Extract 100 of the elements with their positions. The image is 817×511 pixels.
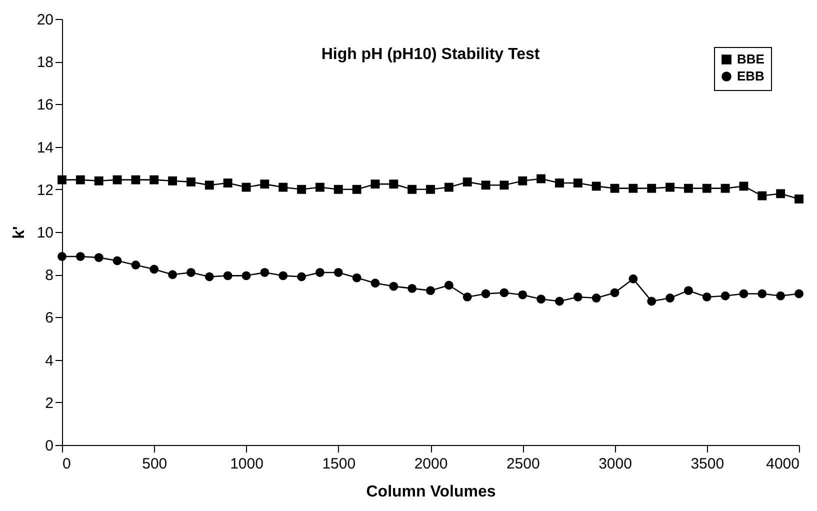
point — [776, 189, 786, 198]
point — [647, 296, 656, 306]
x-tick-label: 2500 — [506, 456, 540, 472]
x-tick-label: 4000 — [766, 456, 800, 472]
point — [186, 268, 196, 277]
point — [573, 292, 582, 302]
point — [536, 174, 546, 184]
point — [628, 274, 638, 284]
x-tick-label: 2000 — [414, 456, 448, 472]
y-tick-label: 16 — [36, 96, 54, 114]
point — [444, 280, 454, 290]
point — [481, 180, 490, 190]
point — [242, 271, 251, 280]
point — [76, 175, 85, 184]
point — [647, 184, 656, 193]
point — [278, 271, 288, 280]
point — [58, 175, 66, 184]
point — [150, 264, 159, 274]
point — [739, 182, 748, 191]
point — [462, 177, 472, 186]
point — [776, 291, 786, 300]
y-tick-label: 0 — [45, 438, 54, 454]
legend-label: EBB — [737, 68, 764, 84]
point — [610, 184, 620, 193]
y-axis-title: k' — [10, 226, 28, 239]
point — [58, 252, 66, 261]
point — [702, 292, 712, 302]
point — [500, 180, 509, 190]
point — [720, 291, 730, 300]
point — [76, 252, 85, 261]
point — [702, 184, 712, 193]
x-tick-label: 3500 — [690, 456, 724, 472]
x-tick-label: 1000 — [230, 456, 264, 472]
point — [481, 289, 490, 298]
point — [739, 289, 748, 298]
point — [518, 290, 528, 300]
point — [408, 184, 417, 194]
point — [389, 180, 398, 189]
point — [573, 178, 582, 188]
point — [794, 194, 804, 204]
point — [610, 288, 620, 298]
point — [666, 294, 674, 302]
point — [370, 278, 380, 288]
point — [278, 182, 288, 192]
point — [297, 272, 306, 282]
point — [720, 184, 730, 193]
y-tick-label: 20 — [36, 12, 54, 28]
x-tick-label: 500 — [142, 456, 168, 472]
point — [94, 176, 104, 186]
point — [334, 184, 343, 194]
point — [592, 294, 601, 302]
point — [112, 256, 122, 266]
point — [242, 182, 251, 192]
point — [112, 175, 122, 184]
point — [186, 177, 196, 186]
point — [592, 182, 601, 191]
point — [131, 175, 140, 184]
point — [297, 184, 306, 194]
point — [168, 270, 178, 280]
point — [223, 178, 232, 188]
point — [260, 180, 270, 189]
point — [131, 260, 140, 270]
x-tick-label: 1500 — [322, 456, 356, 472]
point — [204, 272, 214, 282]
point — [555, 296, 564, 306]
y-tick-label: 14 — [36, 139, 54, 156]
point — [352, 273, 362, 282]
point — [204, 180, 214, 190]
point — [260, 268, 270, 277]
point — [666, 182, 674, 192]
point — [684, 184, 693, 193]
point — [444, 182, 454, 192]
point — [426, 286, 435, 296]
point — [794, 289, 804, 298]
point — [500, 288, 509, 298]
y-tick-label: 2 — [45, 394, 54, 412]
y-tick-label: 4 — [45, 352, 54, 370]
point — [462, 292, 472, 302]
point — [555, 178, 564, 188]
y-tick-label: 12 — [36, 182, 54, 199]
x-axis-title: Column Volumes — [366, 484, 496, 500]
point — [94, 253, 104, 262]
point — [628, 184, 638, 193]
point — [352, 184, 362, 194]
y-tick-label: 8 — [45, 267, 54, 284]
point — [334, 268, 343, 277]
point — [758, 289, 767, 298]
point — [168, 176, 178, 186]
x-tick-label: 3000 — [598, 456, 632, 472]
point — [389, 282, 398, 291]
point — [150, 175, 159, 184]
legend-label: BBE — [737, 52, 765, 66]
point — [684, 286, 693, 296]
point — [223, 271, 232, 280]
point — [426, 184, 435, 194]
point — [315, 268, 324, 277]
y-tick-label: 6 — [45, 310, 54, 327]
point — [536, 294, 546, 304]
x-tick-label: 0 — [62, 456, 71, 472]
point — [370, 180, 380, 189]
